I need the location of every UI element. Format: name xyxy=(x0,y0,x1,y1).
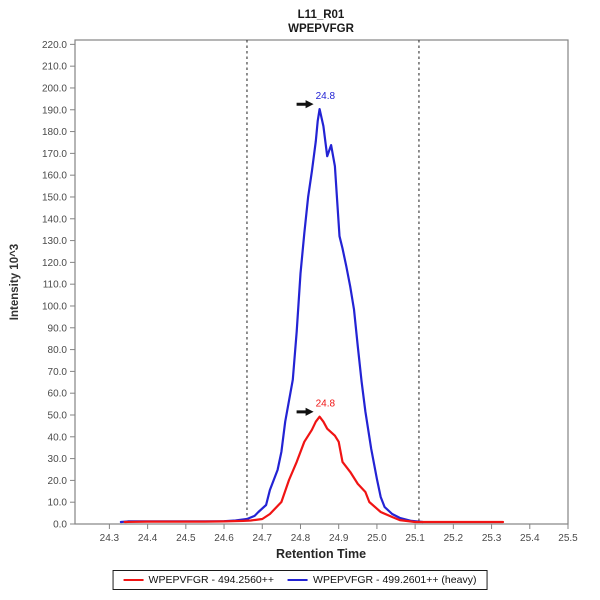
legend-entry-light: WPEPVFGR - 494.2560++ xyxy=(123,574,275,586)
y-tick-label: 140.0 xyxy=(42,214,67,225)
y-tick-label: 0.0 xyxy=(53,520,67,531)
y-tick-label: 130.0 xyxy=(42,236,67,247)
y-tick-label: 120.0 xyxy=(42,258,67,269)
peak-annotation-label-heavy: 24.8 xyxy=(316,91,336,102)
x-tick-label: 24.6 xyxy=(214,533,234,544)
y-tick-label: 40.0 xyxy=(48,432,68,443)
x-tick-label: 25.4 xyxy=(520,533,540,544)
legend-entry-heavy: WPEPVFGR - 499.2601++ (heavy) xyxy=(288,574,476,586)
y-tick-label: 160.0 xyxy=(42,171,67,182)
y-tick-label: 150.0 xyxy=(42,192,67,203)
peak-annotation-label-light: 24.8 xyxy=(316,399,336,410)
x-tick-label: 25.3 xyxy=(482,533,502,544)
y-tick-label: 100.0 xyxy=(42,301,67,312)
y-tick-label: 170.0 xyxy=(42,149,67,160)
y-tick-label: 10.0 xyxy=(48,498,68,509)
chromatogram-legend: WPEPVFGR - 494.2560++ WPEPVFGR - 499.260… xyxy=(112,570,488,590)
x-tick-label: 24.7 xyxy=(253,533,273,544)
x-axis-label: Retention Time xyxy=(276,547,366,561)
y-tick-label: 90.0 xyxy=(48,323,68,334)
peak-annotation-arrow-light xyxy=(296,407,314,416)
x-tick-label: 25.5 xyxy=(558,533,578,544)
chart-title-peptide: WPEPVFGR xyxy=(288,23,355,35)
series-line-heavy xyxy=(119,107,424,524)
x-tick-label: 24.5 xyxy=(176,533,196,544)
y-tick-label: 210.0 xyxy=(42,62,67,73)
y-tick-label: 180.0 xyxy=(42,127,67,138)
peak-annotation-arrow-heavy xyxy=(296,100,314,109)
legend-line-swatch-light xyxy=(123,579,144,581)
y-axis-label: Intensity 10^3 xyxy=(9,244,21,320)
series-line-light xyxy=(123,415,505,524)
x-tick-label: 24.8 xyxy=(291,533,311,544)
y-tick-label: 60.0 xyxy=(48,389,68,400)
y-tick-label: 20.0 xyxy=(48,476,68,487)
x-tick-label: 24.9 xyxy=(329,533,349,544)
y-tick-label: 80.0 xyxy=(48,345,68,356)
x-tick-label: 25.0 xyxy=(367,533,387,544)
y-tick-label: 220.0 xyxy=(42,40,67,51)
chromatogram-plot: L11_R01 WPEPVFGR 24.3 24.4 24.5 24.6 24.7 24.… xyxy=(9,9,578,561)
x-tick-label: 25.2 xyxy=(444,533,464,544)
legend-label-heavy: WPEPVFGR - 499.2601++ (heavy) xyxy=(313,574,477,586)
y-tick-label: 70.0 xyxy=(48,367,68,378)
plot-area[interactable]: 24.3 24.4 24.5 24.6 24.7 24.8 24.9 25.0 25.1 25.2… xyxy=(42,39,578,544)
y-tick-label: 30.0 xyxy=(48,454,68,465)
y-tick-label: 110.0 xyxy=(43,280,68,291)
legend-label-light: WPEPVFGR - 494.2560++ xyxy=(148,574,275,586)
y-tick-label: 200.0 xyxy=(42,83,67,94)
x-tick-label: 24.4 xyxy=(138,533,158,544)
chart-title-run: L11_R01 xyxy=(298,9,345,21)
plot-frame xyxy=(74,39,569,525)
x-tick-label: 24.3 xyxy=(100,533,120,544)
legend-line-swatch-heavy xyxy=(288,579,309,581)
y-tick-label: 190.0 xyxy=(42,105,67,116)
y-tick-label: 50.0 xyxy=(48,410,68,421)
x-tick-label: 25.1 xyxy=(405,533,425,544)
